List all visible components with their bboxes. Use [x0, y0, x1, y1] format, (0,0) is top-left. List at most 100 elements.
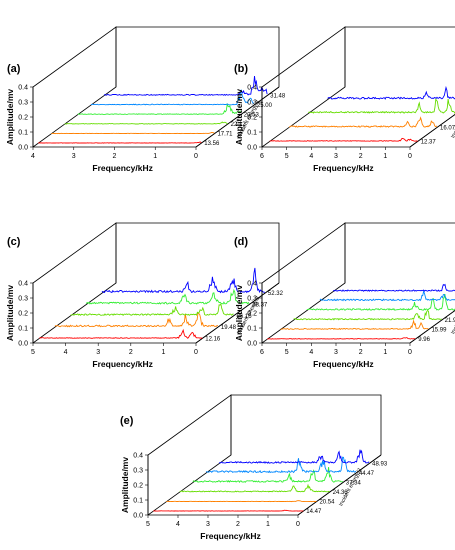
x-axis-title: Frequency/kHz [200, 531, 260, 541]
panel-label: (c) [7, 236, 21, 248]
energy-label-24.36: 24.36 [333, 490, 349, 496]
y-tick-label: 0.1 [247, 326, 257, 333]
y-tick-label: 0.3 [18, 296, 28, 303]
z-axis [409, 309, 455, 344]
series-line-15.99 [280, 319, 429, 331]
series-line-40.91 [327, 85, 455, 100]
series-line-24.36 [179, 483, 330, 493]
y-tick-label: 0.0 [18, 145, 28, 152]
y-tick-label: 0.2 [18, 311, 28, 318]
y-axis-title: Amplitude/mv [234, 285, 244, 341]
energy-label-12.16: 12.16 [205, 336, 221, 342]
series-line-44.47 [205, 456, 357, 474]
series-line-37.34 [192, 466, 343, 484]
x-tick-label: 0 [408, 153, 412, 160]
x-tick-label: 4 [64, 349, 68, 356]
energy-label-17.71: 17.71 [217, 132, 233, 138]
y-tick-label: 0.4 [247, 85, 257, 92]
y-tick-label: 0.4 [247, 281, 257, 288]
series-line-12.16 [39, 328, 203, 339]
energy-label-44.47: 44.47 [359, 471, 375, 477]
x-tick-label: 1 [383, 153, 387, 160]
x-tick-label: 1 [153, 153, 157, 160]
left-wall [261, 26, 346, 148]
z-axis [409, 113, 455, 148]
x-tick-label: 4 [176, 521, 180, 528]
chart-panel-3: 0.0 0.1 0.2 0.3 0.4 5 4 3 2 1 0 Frequency/kHz Amplit… [5, 222, 284, 369]
panel-label: (b) [234, 63, 248, 75]
z-axis [297, 454, 382, 516]
back-wall [344, 26, 455, 87]
y-tick-label: 0.4 [133, 453, 143, 460]
x-axis-title: Frequency/kHz [313, 163, 373, 173]
x-tick-label: 5 [146, 521, 150, 528]
y-tick-label: 0.2 [247, 311, 257, 318]
series-line-16.07 [288, 116, 438, 128]
y-tick-label: 0.0 [247, 341, 257, 348]
z-axis [195, 282, 280, 344]
y-tick-label: 0.1 [18, 130, 28, 137]
energy-label-13.56: 13.56 [204, 141, 220, 147]
energy-label-31.48: 31.48 [270, 94, 286, 100]
x-tick-label: 2 [113, 153, 117, 160]
energy-label-38.37: 38.37 [252, 303, 268, 309]
series-line-31.48 [103, 76, 268, 96]
z-axis-title: Incident energy/J [450, 99, 455, 139]
y-axis-title: Amplitude/mv [234, 89, 244, 145]
back-wall [115, 222, 280, 283]
series-line-26.16 [70, 302, 234, 316]
y-axis-title: Amplitude/mv [120, 457, 130, 513]
series-line-46.57 [333, 283, 455, 292]
back-wall [230, 394, 382, 455]
energy-label-15.99: 15.99 [431, 328, 447, 334]
x-tick-label: 6 [260, 153, 264, 160]
energy-label-12.37: 12.37 [421, 139, 437, 145]
x-tick-label: 4 [31, 153, 35, 160]
x-tick-label: 5 [31, 349, 35, 356]
panel-label: (e) [120, 415, 134, 427]
panel-label: (a) [7, 63, 21, 75]
floor-edge [262, 113, 455, 148]
series-line-13.56 [38, 141, 202, 144]
x-tick-label: 3 [72, 153, 76, 160]
energy-label-14.47: 14.47 [306, 509, 322, 515]
x-tick-label: 3 [96, 349, 100, 356]
left-wall [32, 222, 117, 344]
back-wall [115, 26, 280, 87]
z-axis [195, 86, 280, 148]
y-axis-title: Amplitude/mv [5, 89, 15, 145]
series-line-14.47 [153, 509, 304, 512]
y-tick-label: 0.1 [247, 130, 257, 137]
series-line-52.32 [101, 267, 265, 294]
y-tick-label: 0.3 [247, 296, 257, 303]
y-tick-label: 0.1 [18, 326, 28, 333]
y-tick-label: 0.0 [247, 145, 257, 152]
left-wall [261, 222, 346, 344]
series-line-25.00 [90, 89, 254, 106]
x-tick-label: 0 [408, 349, 412, 356]
energy-label-20.53: 20.53 [244, 113, 260, 119]
left-wall [32, 26, 117, 148]
y-tick-label: 0.1 [133, 498, 143, 505]
x-tick-label: 4 [309, 349, 313, 356]
energy-label-19.48: 19.48 [221, 325, 237, 331]
y-tick-label: 0.2 [133, 483, 143, 490]
energy-label-21.92: 21.92 [445, 318, 455, 324]
y-axis-title: Amplitude/mv [5, 285, 15, 341]
x-tick-label: 5 [285, 153, 289, 160]
series-line-20.53 [77, 102, 242, 115]
x-tick-label: 4 [309, 153, 313, 160]
y-tick-label: 0.2 [247, 115, 257, 122]
x-tick-label: 0 [194, 153, 198, 160]
x-tick-label: 0 [296, 521, 300, 528]
series-line-33.31 [306, 293, 455, 311]
series-line-9.96 [267, 337, 416, 340]
x-tick-label: 1 [383, 349, 387, 356]
series-line-38.37 [85, 288, 250, 305]
x-tick-label: 3 [334, 349, 338, 356]
y-tick-label: 0.2 [18, 115, 28, 122]
energy-label-26.16: 26.16 [237, 314, 253, 320]
x-tick-label: 1 [266, 521, 270, 528]
x-tick-label: 5 [285, 349, 289, 356]
